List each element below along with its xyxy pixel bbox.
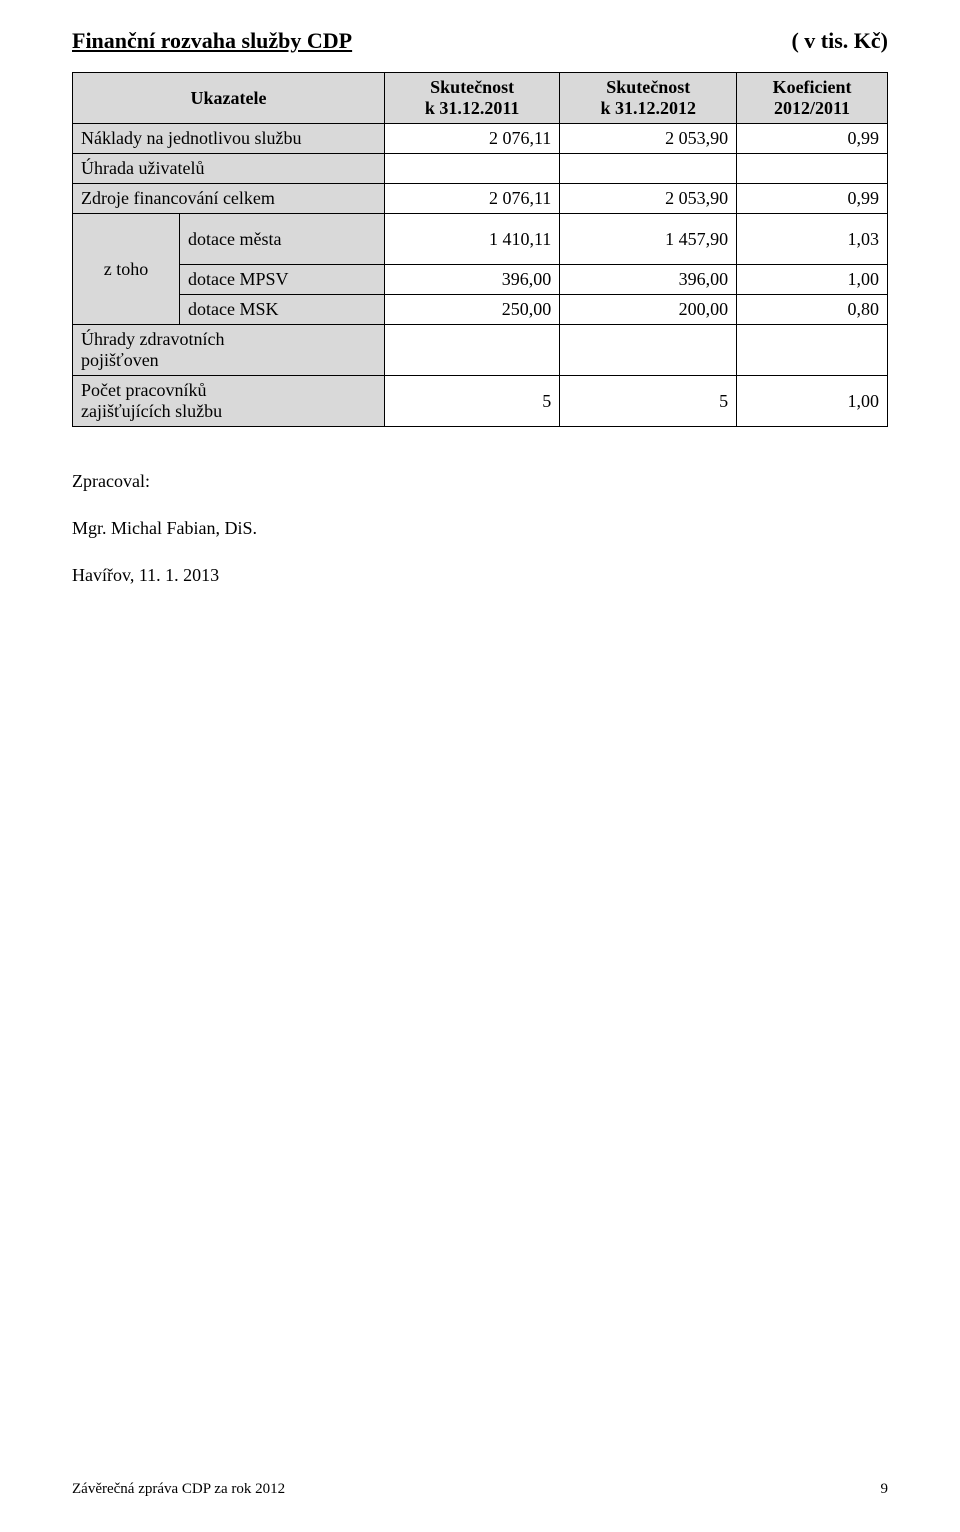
- page-title-row: Finanční rozvaha služby CDP ( v tis. Kč): [72, 28, 888, 54]
- col-skutecnost-2012: Skutečnost k 31.12.2012: [560, 73, 737, 124]
- cell-value: 396,00: [560, 265, 737, 295]
- col-skutecnost-2011: Skutečnost k 31.12.2011: [385, 73, 560, 124]
- pojist-line1: Úhrady zdravotních: [81, 329, 224, 349]
- place-date: Havířov, 11. 1. 2013: [72, 565, 888, 586]
- footer-left: Závěrečná zpráva CDP za rok 2012: [72, 1481, 285, 1498]
- cell-value: 2 053,90: [560, 124, 737, 154]
- row-pojistoven: Úhrady zdravotních pojišťoven: [73, 325, 888, 376]
- cell-label: Zdroje financování celkem: [73, 184, 385, 214]
- footer-page-number: 9: [881, 1481, 889, 1498]
- cell-value: 0,99: [737, 184, 888, 214]
- row-uhrada: Úhrada uživatelů: [73, 154, 888, 184]
- cell-value: 2 076,11: [385, 124, 560, 154]
- row-dotace-msk: dotace MSK 250,00 200,00 0,80: [73, 295, 888, 325]
- cell-value: 0,80: [737, 295, 888, 325]
- col4-line1: Koeficient: [773, 77, 852, 97]
- cell-value: 250,00: [385, 295, 560, 325]
- cell-value: [560, 325, 737, 376]
- cell-label: Úhrada uživatelů: [73, 154, 385, 184]
- col2-line1: Skutečnost: [430, 77, 514, 97]
- cell-value: 1,00: [737, 376, 888, 427]
- author-name: Mgr. Michal Fabian, DiS.: [72, 518, 888, 539]
- pojist-line2: pojišťoven: [81, 350, 159, 370]
- signature-block: Zpracoval: Mgr. Michal Fabian, DiS. Haví…: [72, 471, 888, 586]
- cell-value: 1,00: [737, 265, 888, 295]
- cell-value: 2 053,90: [560, 184, 737, 214]
- cell-value: [385, 154, 560, 184]
- cell-label: Náklady na jednotlivou službu: [73, 124, 385, 154]
- cell-value: [737, 325, 888, 376]
- zpracoval-label: Zpracoval:: [72, 471, 888, 492]
- row-pocet: Počet pracovníků zajišťujících službu 5 …: [73, 376, 888, 427]
- cell-value: 5: [560, 376, 737, 427]
- row-zdroje: Zdroje financování celkem 2 076,11 2 053…: [73, 184, 888, 214]
- col3-line2: k 31.12.2012: [600, 98, 696, 118]
- page-title: Finanční rozvaha služby CDP: [72, 28, 352, 54]
- cell-value: 396,00: [385, 265, 560, 295]
- cell-value: 1 410,11: [385, 214, 560, 265]
- col4-line2: 2012/2011: [774, 98, 850, 118]
- col-ukazatele: Ukazatele: [73, 73, 385, 124]
- col-koeficient: Koeficient 2012/2011: [737, 73, 888, 124]
- cell-label: dotace MPSV: [180, 265, 385, 295]
- cell-value: [737, 154, 888, 184]
- cell-value: [560, 154, 737, 184]
- pocet-line1: Počet pracovníků: [81, 380, 206, 400]
- cell-value: [385, 325, 560, 376]
- cell-label: dotace MSK: [180, 295, 385, 325]
- row-naklady: Náklady na jednotlivou službu 2 076,11 2…: [73, 124, 888, 154]
- row-dotace-mpsv: dotace MPSV 396,00 396,00 1,00: [73, 265, 888, 295]
- page-title-units: ( v tis. Kč): [791, 28, 888, 54]
- cell-value: 1 457,90: [560, 214, 737, 265]
- cell-value: 5: [385, 376, 560, 427]
- col3-line1: Skutečnost: [606, 77, 690, 97]
- cell-value: 1,03: [737, 214, 888, 265]
- page-footer: Závěrečná zpráva CDP za rok 2012 9: [72, 1481, 888, 1498]
- cell-label: dotace města: [180, 214, 385, 265]
- pocet-line2: zajišťujících službu: [81, 401, 222, 421]
- cell-label: Úhrady zdravotních pojišťoven: [73, 325, 385, 376]
- cell-value: 200,00: [560, 295, 737, 325]
- cell-ztoho: z toho: [73, 214, 180, 325]
- cell-value: 0,99: [737, 124, 888, 154]
- row-dotace-mesta: z toho dotace města 1 410,11 1 457,90 1,…: [73, 214, 888, 265]
- financial-table: Ukazatele Skutečnost k 31.12.2011 Skuteč…: [72, 72, 888, 427]
- table-header-row: Ukazatele Skutečnost k 31.12.2011 Skuteč…: [73, 73, 888, 124]
- page: Finanční rozvaha služby CDP ( v tis. Kč)…: [0, 0, 960, 1532]
- cell-value: 2 076,11: [385, 184, 560, 214]
- cell-label: Počet pracovníků zajišťujících službu: [73, 376, 385, 427]
- col2-line2: k 31.12.2011: [425, 98, 520, 118]
